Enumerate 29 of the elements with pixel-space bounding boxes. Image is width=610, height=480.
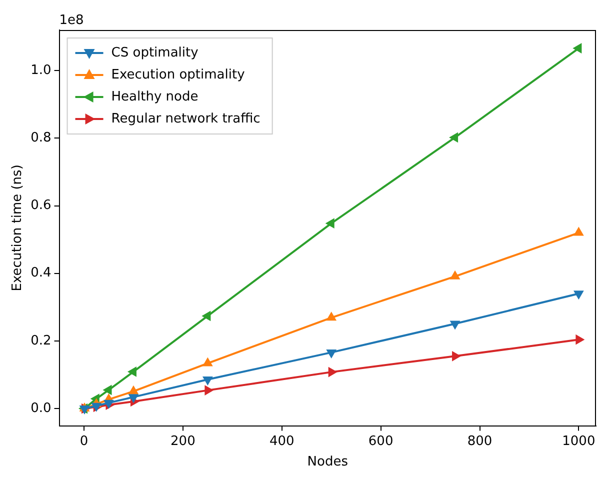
legend-label: Execution optimality [111,67,246,82]
point [128,394,139,404]
y-tick-label: 0.4 [30,266,52,281]
y-tick-label: 0.8 [30,130,52,146]
point [573,290,584,300]
x-tick-label: 800 [467,434,492,449]
legend-label: Regular network traffic [111,111,260,126]
legend-label: Healthy node [111,89,198,104]
point [79,406,90,415]
y-tick-label: 0.2 [30,333,52,348]
y-tick-label: 1.0 [30,62,52,78]
legend-label: CS optimality [111,45,199,60]
x-tick-label: 1000 [562,434,596,449]
x-tick-label: 400 [269,434,294,449]
x-tick-label: 600 [368,434,394,449]
point [449,132,458,143]
x-tick-label: 200 [170,434,196,449]
point [326,349,337,358]
point [572,43,582,54]
y-tick-label: 0.6 [30,198,52,214]
y-tick-label: 0.0 [30,400,52,416]
y-axis-title: Execution time (ns) [10,164,26,292]
point [450,320,460,330]
x-axis-title: Nodes [307,454,348,470]
point [202,376,213,386]
x-tick-label: 0 [80,434,88,449]
point [204,385,214,396]
text: 1e8 [59,12,84,28]
point [325,218,334,229]
